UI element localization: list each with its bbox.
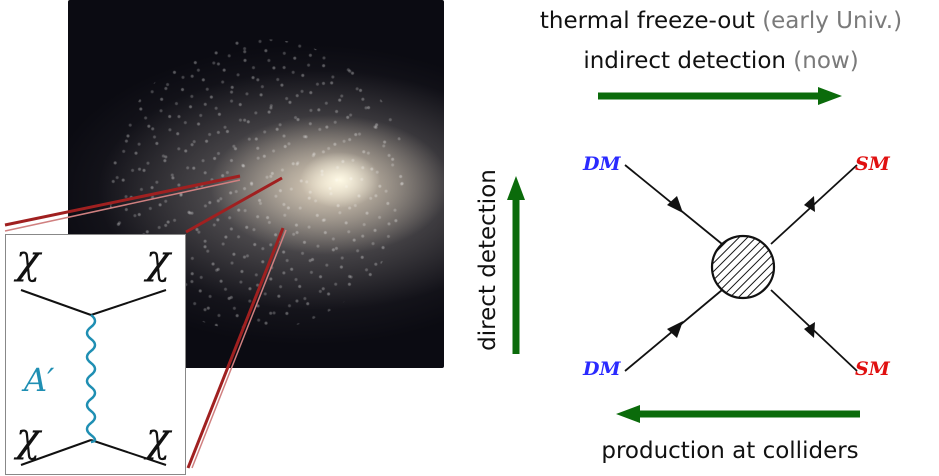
chi-label-bottom-right: χ <box>146 415 171 461</box>
inset-line-top-right <box>90 289 167 316</box>
inset-line-bottom-left <box>20 439 92 466</box>
label-sm-bottom: SM <box>855 358 890 380</box>
arrow-production-head <box>616 405 640 423</box>
inset-line-top-left <box>20 289 92 316</box>
chi-label-top-left: χ <box>16 237 41 283</box>
pointer-line-3 <box>186 227 285 469</box>
mediator-label: A′ <box>24 361 55 399</box>
interaction-blob <box>710 234 776 300</box>
caption-indirect-detection: indirect detection (now) <box>506 48 936 74</box>
arrow-direct-head <box>507 176 525 200</box>
chi-label-bottom-left: χ <box>16 415 41 461</box>
chi-label-top-right: χ <box>146 237 171 283</box>
arrowhead-dm-top <box>667 196 683 213</box>
indirect-text: indirect detection <box>583 48 786 74</box>
caption-production: production at colliders <box>601 438 859 464</box>
arrowhead-sm-top <box>804 196 815 212</box>
freeze-out-text: thermal freeze-out <box>539 8 755 34</box>
label-sm-top: SM <box>855 153 890 175</box>
arrow-freeze-out-head <box>818 87 842 105</box>
caption-freeze-out: thermal freeze-out (early Univ.) <box>506 8 936 34</box>
inset-diagram-lines <box>20 289 167 466</box>
pointer-line-3-shadow <box>191 229 287 469</box>
arrowhead-dm-bottom <box>667 321 683 338</box>
freeze-out-note: (early Univ.) <box>762 8 903 34</box>
indirect-note: (now) <box>793 48 859 74</box>
inset-photon-line <box>85 314 97 444</box>
pointer-line-2 <box>185 176 283 234</box>
inset-feynman-diagram: χ χ χ χ A′ <box>5 234 186 475</box>
arrowhead-sm-bottom <box>804 322 815 338</box>
pointer-line-1 <box>4 174 241 227</box>
inset-line-bottom-right <box>90 439 167 466</box>
pointer-line-1-shadow <box>4 179 241 232</box>
label-dm-top: DM <box>583 153 621 175</box>
label-dm-bottom: DM <box>583 358 621 380</box>
